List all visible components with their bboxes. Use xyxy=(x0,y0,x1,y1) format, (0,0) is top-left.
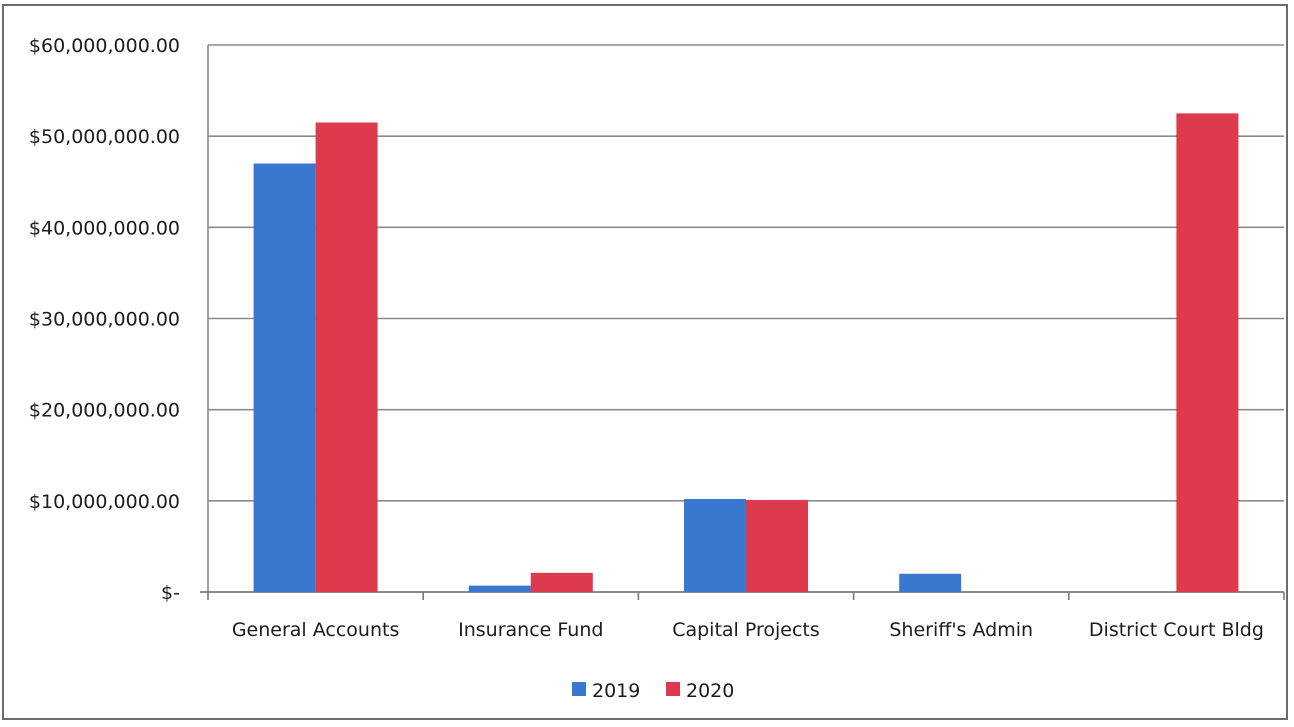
bar-2020 xyxy=(746,499,808,592)
x-category-label: General Accounts xyxy=(232,619,400,641)
bar-2019 xyxy=(899,573,962,592)
chart-frame xyxy=(2,4,1288,720)
y-tick-label: $60,000,000.00 xyxy=(29,35,180,57)
gridlines xyxy=(208,44,1284,502)
bar-2020 xyxy=(530,572,593,592)
legend: 2019 2020 xyxy=(572,680,734,702)
bars xyxy=(253,113,1239,592)
legend-swatch-2019 xyxy=(572,682,586,696)
series-2020 xyxy=(315,113,1239,592)
x-ticks xyxy=(207,592,1285,600)
bar-2019 xyxy=(684,499,746,592)
x-category-label: District Court Bldg xyxy=(1089,619,1264,641)
y-tick-label: $- xyxy=(161,582,180,604)
legend-swatch-2020 xyxy=(666,682,680,696)
y-tick-label: $30,000,000.00 xyxy=(29,309,180,331)
y-tick-label: $50,000,000.00 xyxy=(29,126,180,148)
x-category-label: Insurance Fund xyxy=(458,619,603,641)
y-tick-label: $20,000,000.00 xyxy=(29,400,180,422)
legend-label-2019: 2019 xyxy=(592,680,640,702)
bar-2020 xyxy=(1176,113,1239,592)
legend-label-2020: 2020 xyxy=(686,680,734,702)
y-tick-label: $40,000,000.00 xyxy=(29,217,180,239)
y-tick-labels: $- $10,000,000.00 $20,000,000.00 $30,000,00… xyxy=(29,35,180,604)
x-category-label: Sheriff's Admin xyxy=(889,619,1033,641)
x-category-labels: General Accounts Insurance Fund Capital Pr… xyxy=(232,619,1264,641)
bar-2020 xyxy=(315,122,378,592)
x-category-label: Capital Projects xyxy=(672,619,820,641)
bar-2019 xyxy=(468,585,531,592)
y-tick-label: $10,000,000.00 xyxy=(29,491,180,513)
bar-2019 xyxy=(253,163,316,592)
series-2019 xyxy=(253,163,962,592)
